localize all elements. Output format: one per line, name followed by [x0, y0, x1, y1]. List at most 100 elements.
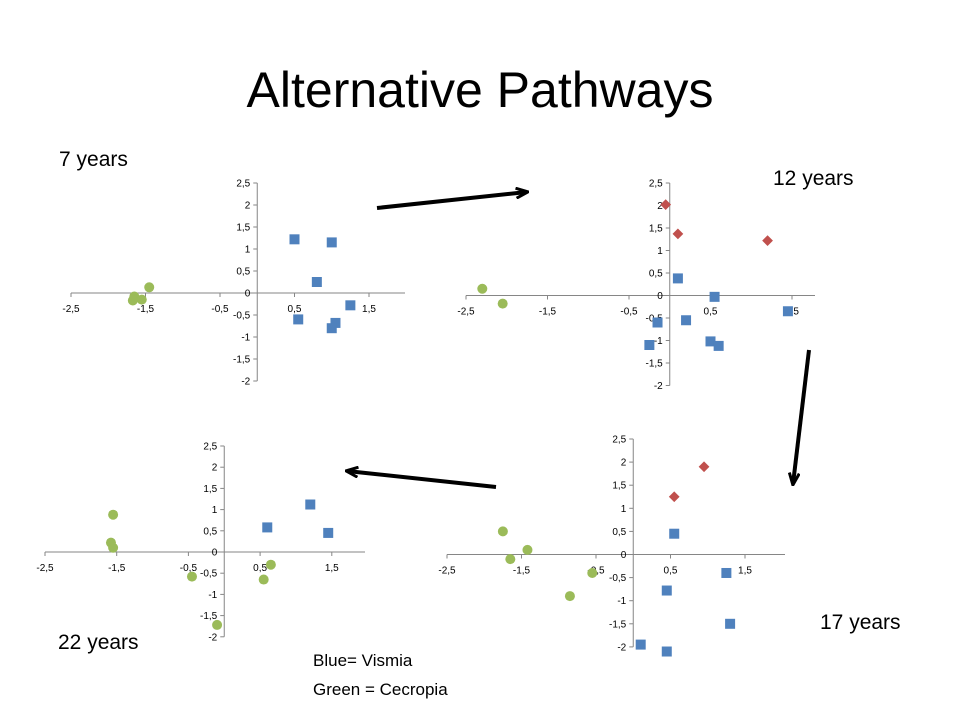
vismia-point	[293, 314, 304, 325]
y-tick-label: 2	[621, 458, 627, 469]
vismia-point	[713, 340, 724, 351]
cecropia-point	[108, 509, 119, 520]
legend-vismia: Blue= Vismia	[313, 651, 413, 670]
cecropia-point	[497, 526, 508, 537]
vismia-point	[262, 522, 273, 533]
arrow-17-to-22	[347, 471, 497, 489]
vismia-point	[709, 291, 720, 302]
x-tick-label: 0,5	[664, 566, 678, 577]
vismia-point	[672, 273, 683, 284]
y-tick-label: -2	[654, 381, 663, 392]
x-tick-label: 0,5	[704, 307, 718, 318]
vismia-point	[345, 300, 356, 311]
vismia-point	[705, 336, 716, 347]
y-tick-label: 1	[212, 505, 218, 516]
y-tick-label: 1	[621, 504, 627, 515]
y-tick-label: -1,5	[646, 359, 664, 370]
y-tick-label: -1	[654, 336, 663, 347]
vismia-point	[782, 306, 793, 317]
y-tick-label: 1	[657, 246, 663, 257]
panel-label-12-years: 12 years	[773, 167, 854, 190]
arrow-12-to-17	[793, 349, 811, 484]
y-tick-label: 0,5	[203, 526, 217, 537]
y-tick-label: -0,5	[609, 573, 627, 584]
y-tick-label: 0	[212, 548, 218, 559]
cecropia-point	[265, 559, 276, 570]
x-tick-label: -1,5	[137, 304, 155, 315]
cecropia-point	[505, 554, 516, 565]
y-tick-label: -0,5	[200, 569, 218, 580]
y-tick-label: -1	[617, 596, 626, 607]
scatter-chart-2: 2,521,510,50-0,5-1-1,5-2-2,5-1,5-0,50,51…	[457, 179, 815, 392]
y-tick-label: 2,5	[649, 179, 663, 190]
y-tick-label: 1,5	[203, 484, 217, 495]
vismia-point	[721, 567, 732, 578]
vismia-point	[725, 618, 736, 629]
vismia-point	[289, 234, 300, 245]
vismia-point	[326, 323, 337, 334]
y-tick-label: -1,5	[200, 611, 218, 622]
panel-label-7-years: 7 years	[59, 148, 128, 171]
x-tick-label: 1,5	[325, 563, 339, 574]
y-tick-label: 0,5	[649, 269, 663, 280]
x-tick-label: -2,5	[36, 563, 54, 574]
y-tick-label: -2	[241, 377, 250, 388]
vismia-point	[330, 317, 341, 328]
vismia-point	[305, 499, 316, 510]
scatter-chart-1: 2,5 2 1,5 1 0,5 0 -0,5 -1 -1,5 -2 -2,5 -1,5 -0,5 0,5 1…	[62, 179, 405, 388]
vismia-point	[669, 528, 680, 539]
vismia-point	[311, 277, 322, 287]
x-tick-label: -1,5	[539, 307, 557, 318]
cecropia-point	[186, 571, 197, 582]
x-tick-label: -2,5	[62, 304, 80, 315]
cecropia-point	[212, 619, 223, 630]
y-tick-label: -1,5	[233, 355, 251, 366]
x-tick-label: 0,5	[288, 304, 302, 315]
y-tick-label: 2,5	[203, 442, 217, 453]
red-diamond-point	[698, 461, 710, 473]
arrow-7-to-12	[376, 192, 527, 210]
panel-label-17-years: 17 years	[820, 611, 901, 634]
y-tick-label: 2	[212, 463, 218, 474]
x-tick-label: -1,5	[108, 563, 126, 574]
panel-label-22-years: 22 years	[58, 631, 139, 654]
cecropia-point	[127, 295, 138, 306]
x-tick-label: -2,5	[457, 307, 475, 318]
vismia-point	[681, 315, 692, 326]
y-tick-label: -1,5	[609, 619, 627, 630]
cecropia-point	[477, 283, 488, 294]
vismia-point	[644, 340, 655, 350]
y-tick-label: 1,5	[612, 481, 626, 492]
cecropia-point	[144, 282, 155, 293]
cecropia-point	[108, 542, 119, 553]
y-tick-label: 2	[657, 201, 663, 212]
y-tick-label: 0	[621, 550, 627, 561]
x-tick-label: -2,5	[438, 566, 456, 577]
cecropia-point	[258, 574, 269, 585]
x-tick-label: -1,5	[513, 566, 531, 577]
vismia-point	[661, 646, 672, 657]
cecropia-point	[522, 544, 533, 555]
y-tick-label: 1	[245, 245, 251, 256]
red-diamond-point	[668, 491, 680, 503]
vismia-point	[635, 639, 646, 650]
red-diamond-point	[660, 199, 672, 210]
y-tick-label: 1,5	[236, 223, 250, 234]
y-tick-label: -2	[617, 642, 626, 653]
legend-cecropia: Green = Cecropia	[313, 680, 448, 699]
x-tick-label: 1,5	[362, 304, 376, 315]
y-tick-label: 0,5	[612, 527, 626, 538]
y-tick-label: 0	[657, 291, 663, 302]
scatter-chart-4: 2,5 2 1,5 1 0,5 0 -0,5 -1 -1,5 -2 -2,5 -1,5 -0,5 0,5 1…	[36, 442, 365, 643]
cecropia-point	[564, 591, 575, 602]
red-diamond-point	[672, 228, 684, 240]
cecropia-point	[136, 294, 147, 305]
slide-title: Alternative Pathways	[246, 62, 714, 118]
y-tick-label: 1,5	[649, 224, 663, 235]
y-tick-label: -1	[241, 333, 250, 344]
x-tick-label: -0,5	[180, 563, 198, 574]
y-tick-label: 2,5	[612, 435, 626, 446]
x-tick-label: -0,5	[620, 307, 638, 318]
x-tick-label: -0,5	[211, 304, 229, 315]
x-tick-label: 0,5	[253, 563, 267, 574]
